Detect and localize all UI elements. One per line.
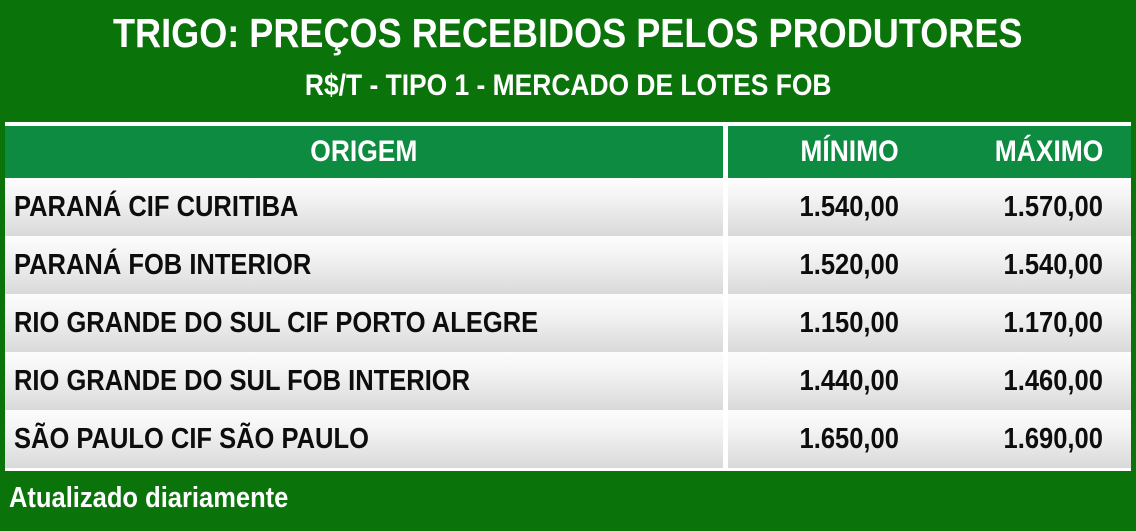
origin-cell: RIO GRANDE DO SUL CIF PORTO ALEGRE xyxy=(5,294,723,352)
page-subtitle-text: R$/T - TIPO 1 - MERCADO DE LOTES FOB xyxy=(304,69,832,102)
min-price-value: 1.650,00 xyxy=(799,422,899,455)
origin-label: PARANÁ CIF CURITIBA xyxy=(14,190,299,223)
min-price-cell: 1.650,00 xyxy=(728,410,913,468)
page-subtitle: R$/T - TIPO 1 - MERCADO DE LOTES FOB xyxy=(0,57,1136,103)
min-price-cell: 1.150,00 xyxy=(728,294,913,352)
column-header-origem: ORIGEM xyxy=(5,126,723,178)
max-price-cell: 1.690,00 xyxy=(913,410,1131,468)
min-price-cell: 1.440,00 xyxy=(728,352,913,410)
max-price-value: 1.690,00 xyxy=(1003,422,1103,455)
panel-header: TRIGO: PREÇOS RECEBIDOS PELOS PRODUTORES… xyxy=(0,0,1136,122)
table-row: RIO GRANDE DO SUL CIF PORTO ALEGRE 1.150… xyxy=(5,294,1131,352)
min-price-cell: 1.520,00 xyxy=(728,236,913,294)
table-row: PARANÁ CIF CURITIBA 1.540,00 1.570,00 xyxy=(5,178,1131,236)
max-price-cell: 1.570,00 xyxy=(913,178,1131,236)
column-divider xyxy=(723,294,728,352)
footer-note: Atualizado diariamente xyxy=(9,481,289,514)
origin-cell: PARANÁ FOB INTERIOR xyxy=(5,236,723,294)
column-header-maximo-label: MÁXIMO xyxy=(994,135,1103,168)
origin-cell: PARANÁ CIF CURITIBA xyxy=(5,178,723,236)
min-price-value: 1.520,00 xyxy=(799,248,899,281)
table-row: SÃO PAULO CIF SÃO PAULO 1.650,00 1.690,0… xyxy=(5,410,1131,468)
max-price-value: 1.570,00 xyxy=(1003,190,1103,223)
min-price-cell: 1.540,00 xyxy=(728,178,913,236)
page-title-text: TRIGO: PREÇOS RECEBIDOS PELOS PRODUTORES xyxy=(113,10,1023,56)
table-row: PARANÁ FOB INTERIOR 1.520,00 1.540,00 xyxy=(5,236,1131,294)
column-divider xyxy=(723,352,728,410)
column-header-origem-label: ORIGEM xyxy=(310,135,418,168)
origin-cell: SÃO PAULO CIF SÃO PAULO xyxy=(5,410,723,468)
origin-label: SÃO PAULO CIF SÃO PAULO xyxy=(14,422,369,455)
max-price-value: 1.540,00 xyxy=(1003,248,1103,281)
column-divider xyxy=(723,236,728,294)
origin-label: RIO GRANDE DO SUL CIF PORTO ALEGRE xyxy=(14,306,539,339)
table-header-row: ORIGEM MÍNIMO MÁXIMO xyxy=(5,126,1131,178)
origin-cell: RIO GRANDE DO SUL FOB INTERIOR xyxy=(5,352,723,410)
panel-footer: Atualizado diariamente xyxy=(0,471,1136,531)
origin-label: RIO GRANDE DO SUL FOB INTERIOR xyxy=(14,364,471,397)
max-price-value: 1.170,00 xyxy=(1003,306,1103,339)
max-price-cell: 1.540,00 xyxy=(913,236,1131,294)
max-price-cell: 1.460,00 xyxy=(913,352,1131,410)
column-header-minimo-label: MÍNIMO xyxy=(800,135,899,168)
column-header-maximo: MÁXIMO xyxy=(913,126,1131,178)
origin-label: PARANÁ FOB INTERIOR xyxy=(14,248,312,281)
header-separator-line xyxy=(5,122,1131,126)
column-divider xyxy=(723,410,728,468)
column-header-minimo: MÍNIMO xyxy=(728,126,913,178)
column-divider xyxy=(723,178,728,236)
min-price-value: 1.150,00 xyxy=(799,306,899,339)
min-price-value: 1.540,00 xyxy=(799,190,899,223)
max-price-cell: 1.170,00 xyxy=(913,294,1131,352)
min-price-value: 1.440,00 xyxy=(799,364,899,397)
footer-separator-line xyxy=(5,468,1131,471)
table-row: RIO GRANDE DO SUL FOB INTERIOR 1.440,00 … xyxy=(5,352,1131,410)
max-price-value: 1.460,00 xyxy=(1003,364,1103,397)
page-title: TRIGO: PREÇOS RECEBIDOS PELOS PRODUTORES xyxy=(0,9,1136,57)
column-divider xyxy=(723,126,728,178)
